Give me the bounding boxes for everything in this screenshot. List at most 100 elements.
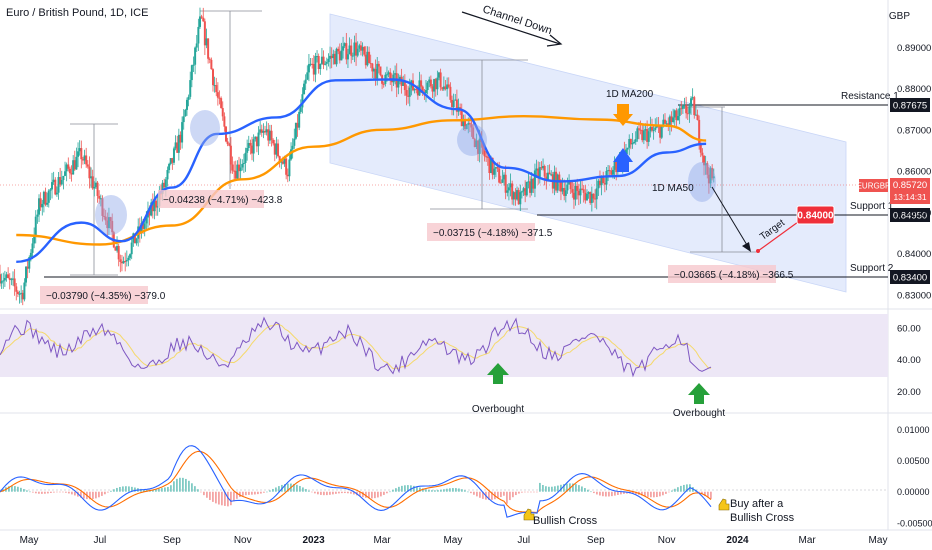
macd-hist-bar — [704, 491, 706, 496]
candle-body — [350, 45, 353, 56]
candle-body — [179, 134, 182, 143]
candle-body — [472, 127, 475, 139]
candle-body — [135, 238, 138, 244]
candle-body — [433, 79, 436, 92]
macd-hist-bar — [74, 491, 76, 496]
ma200-line — [16, 114, 707, 246]
macd-line — [0, 445, 712, 518]
candle-body — [39, 198, 42, 208]
macd-hist-bar — [320, 491, 322, 495]
target-box — [796, 205, 835, 225]
macd-hist-bar — [440, 489, 442, 492]
measure-box-3 — [427, 223, 535, 241]
candle-body — [33, 236, 36, 244]
countdown-value: 13:14:31 — [893, 192, 926, 202]
candle-body — [38, 198, 41, 215]
candle-body — [647, 131, 650, 142]
candle-body — [550, 174, 553, 176]
candle-body — [304, 79, 307, 84]
macd-hist-bar — [455, 488, 457, 492]
time-tick-label: May — [869, 535, 888, 546]
time-axis[interactable]: May Jul Sep Nov 2023 Mar May Jul Sep Nov 2024 Mar Ma… — [20, 535, 888, 546]
candle-body — [42, 191, 45, 204]
macd-hist-bar — [605, 491, 607, 497]
candle-body — [673, 110, 676, 118]
macd-hist-bar — [179, 477, 181, 492]
candle-body — [31, 243, 34, 253]
macd-hist-bar — [506, 491, 508, 504]
ma50-line — [16, 78, 707, 264]
candle-body — [168, 163, 171, 171]
touch-circles — [95, 110, 716, 235]
candle-body — [499, 182, 502, 184]
candle-body — [103, 215, 106, 217]
candle-body — [488, 157, 491, 174]
macd-hist-bar — [305, 489, 307, 492]
candle-body — [520, 191, 523, 193]
price-tick-label: 0.86000 — [897, 167, 931, 178]
candle-body — [660, 125, 663, 138]
candle-body — [668, 116, 671, 126]
candle-body — [197, 26, 200, 44]
macd-hist-bar — [497, 491, 499, 499]
candle-body — [626, 147, 629, 150]
candle-body — [481, 141, 484, 151]
candle-body — [672, 117, 675, 122]
candle-body — [533, 170, 536, 189]
macd-hist-bar — [266, 491, 268, 493]
candle-body — [473, 138, 476, 148]
candle-body — [379, 66, 382, 76]
macd-hist-bar — [233, 491, 235, 502]
candle-body — [581, 188, 584, 190]
rsi-axis[interactable]: 60.00 40.00 20.00 — [897, 323, 921, 397]
macd-hist-bar — [581, 486, 583, 492]
candle-body — [587, 191, 590, 195]
macd-hist-bar — [164, 487, 166, 492]
candle-body — [413, 88, 416, 91]
support-2-name: Support 2 — [850, 263, 894, 274]
macd-tick-label: -0.00500 — [897, 518, 932, 528]
candle-body — [181, 122, 184, 143]
candle-body — [226, 141, 229, 145]
candle-body — [439, 72, 442, 88]
rsi-tick-label: 20.00 — [897, 387, 921, 398]
macd-hist-bar — [119, 486, 121, 492]
candle-body — [169, 158, 172, 164]
channel-label: Channel Down — [481, 3, 553, 37]
macd-hist-bar — [110, 490, 112, 492]
macd-hist-bar — [209, 491, 211, 501]
macd-hist-bar — [311, 491, 313, 493]
candle-body — [353, 42, 356, 56]
candle-body — [255, 136, 258, 147]
macd-hist-bar — [92, 491, 94, 500]
candle-body — [644, 129, 647, 131]
measure-label-4: −0.03665 (−4.18%) −366.5 — [674, 270, 794, 281]
macd-hist-bar — [314, 491, 316, 494]
macd-axis[interactable]: 0.01000 0.00500 0.00000 -0.00500 — [897, 425, 932, 529]
macd-hist-bar — [131, 486, 133, 492]
candle-body — [460, 109, 463, 127]
macd-hist-bar — [374, 491, 376, 499]
candle-body — [60, 180, 63, 185]
macd-hist-bar — [221, 491, 223, 506]
macd-hist-bar — [524, 491, 526, 493]
price-axis[interactable]: 0.89000 0.88000 0.87000 0.86000 0.85000 0.840… — [897, 43, 931, 302]
time-tick-label: May — [20, 535, 39, 546]
candle-body — [447, 84, 450, 87]
candle-body — [610, 170, 613, 175]
candle-body — [322, 56, 325, 65]
candle-body — [641, 129, 644, 141]
candle-body — [416, 89, 419, 96]
macd-hist-bar — [701, 491, 703, 495]
candle-body — [402, 82, 405, 86]
macd-hist-bar — [116, 487, 118, 492]
candle-body — [156, 206, 159, 208]
candle-body — [85, 155, 88, 165]
candle-body — [247, 142, 250, 148]
candle-body — [145, 217, 148, 224]
candle-body — [210, 59, 213, 70]
macd-hist-bar — [641, 491, 643, 496]
macd-hist-bar — [248, 491, 250, 495]
